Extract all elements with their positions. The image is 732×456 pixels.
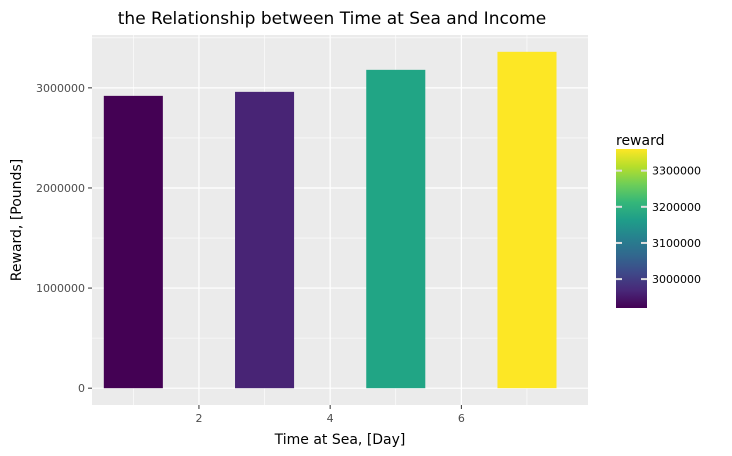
y-axis-title: Reward, [Pounds] bbox=[9, 159, 25, 281]
chart-title: the Relationship between Time at Sea and… bbox=[118, 9, 547, 29]
bars bbox=[103, 51, 557, 389]
bar-3 bbox=[366, 69, 426, 389]
x-tick-label: 4 bbox=[327, 412, 334, 425]
bar-1 bbox=[103, 95, 163, 389]
legend: reward 3000000 3100000 3200000 3300000 bbox=[616, 133, 701, 308]
y-tick-label: 3000000 bbox=[36, 82, 85, 95]
colorbar-tick-label: 3100000 bbox=[652, 237, 701, 250]
bar-4 bbox=[497, 51, 557, 389]
y-tick-label: 2000000 bbox=[36, 182, 85, 195]
y-tick-label: 0 bbox=[78, 382, 85, 395]
colorbar-tick-label: 3000000 bbox=[652, 273, 701, 286]
x-axis: 2 4 6 bbox=[195, 405, 465, 425]
bar-2 bbox=[235, 91, 295, 389]
colorbar-tick-label: 3200000 bbox=[652, 201, 701, 214]
y-axis: 0 1000000 2000000 3000000 bbox=[36, 82, 92, 395]
colorbar-tick-label: 3300000 bbox=[652, 165, 701, 178]
colorbar bbox=[616, 149, 647, 308]
legend-title: reward bbox=[616, 133, 665, 149]
x-axis-title: Time at Sea, [Day] bbox=[274, 432, 406, 448]
x-tick-label: 2 bbox=[195, 412, 202, 425]
y-tick-label: 1000000 bbox=[36, 282, 85, 295]
x-tick-label: 6 bbox=[458, 412, 465, 425]
